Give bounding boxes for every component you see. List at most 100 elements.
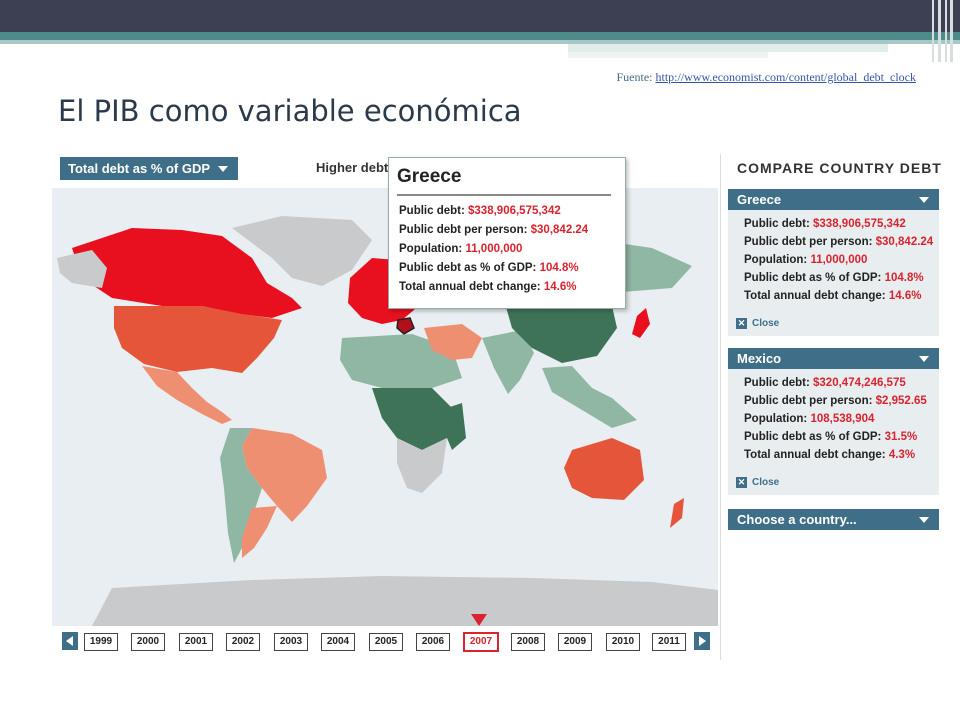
detail-value: 14.6% — [888, 290, 922, 302]
year-2010[interactable]: 2010 — [606, 633, 640, 651]
detail-row: Public debt per person: $2,952.65 — [744, 395, 927, 407]
detail-label: Total annual debt change: — [744, 449, 886, 461]
legend-higher-debt: Higher debt — [316, 160, 389, 175]
detail-label: Public debt per person: — [744, 395, 873, 407]
map-region-central-africa[interactable] — [372, 388, 452, 450]
detail-row: Public debt per person: $30,842.24 — [744, 236, 933, 248]
chevron-down-icon — [919, 356, 929, 362]
slide-stripe — [945, 0, 947, 62]
country-select-label: Mexico — [737, 351, 782, 366]
detail-row: Public debt as % of GDP: 104.8% — [744, 272, 924, 284]
detail-row: Total annual debt change: 14.6% — [744, 290, 921, 302]
tooltip-value: $338,906,575,342 — [468, 205, 561, 217]
arrow-left-icon — [66, 636, 73, 646]
detail-value: $30,842.24 — [875, 236, 934, 248]
year-2003[interactable]: 2003 — [274, 633, 308, 651]
year-2000[interactable]: 2000 — [131, 633, 165, 651]
map-region-southern-africa[interactable] — [397, 438, 447, 493]
detail-label: Total annual debt change: — [744, 290, 886, 302]
country-select-label: Greece — [737, 192, 782, 207]
year-2006[interactable]: 2006 — [416, 633, 450, 651]
map-region-new-zealand[interactable] — [670, 498, 684, 528]
detail-row: Public debt: $338,906,575,342 — [744, 218, 906, 230]
map-region-mexico[interactable] — [142, 366, 232, 424]
map-region-antarctica[interactable] — [92, 576, 718, 626]
tooltip-label: Population: — [399, 243, 463, 255]
year-1999[interactable]: 1999 — [84, 633, 118, 651]
detail-value: 11,000,000 — [810, 254, 868, 266]
detail-label: Population: — [744, 413, 808, 425]
country-select-mexico[interactable]: Mexico — [728, 348, 939, 369]
tooltip-row: Total annual debt change: 14.6% — [399, 281, 576, 293]
detail-value: 108,538,904 — [810, 413, 875, 425]
slide-accent-band-light — [0, 40, 960, 44]
year-2001[interactable]: 2001 — [179, 633, 213, 651]
detail-row: Public debt: $320,474,246,575 — [744, 377, 906, 389]
close-mexico-button[interactable]: ✕ Close — [736, 477, 779, 488]
tooltip-country-name: Greece — [397, 166, 462, 187]
tooltip-row: Public debt per person: $30,842.24 — [399, 224, 588, 236]
year-2008[interactable]: 2008 — [511, 633, 545, 651]
choose-country-label: Choose a country... — [737, 512, 857, 527]
close-greece-button[interactable]: ✕ Close — [736, 318, 779, 329]
timeline-next-button[interactable] — [694, 632, 710, 650]
country-select-greece[interactable]: Greece — [728, 189, 939, 210]
detail-value: $338,906,575,342 — [813, 218, 906, 230]
detail-value: 31.5% — [884, 431, 918, 443]
metric-dropdown[interactable]: Total debt as % of GDP — [60, 157, 238, 180]
map-region-brazil[interactable] — [242, 428, 327, 522]
timeline-prev-button[interactable] — [62, 632, 78, 650]
map-region-east-africa[interactable] — [447, 403, 466, 450]
detail-label: Population: — [744, 254, 808, 266]
tooltip-value: 14.6% — [543, 281, 577, 293]
year-2011[interactable]: 2011 — [652, 633, 686, 651]
detail-value: 4.3% — [888, 449, 916, 461]
tooltip-label: Total annual debt change: — [399, 281, 541, 293]
year-2009[interactable]: 2009 — [558, 633, 592, 651]
detail-label: Public debt: — [744, 218, 810, 230]
close-icon: ✕ — [736, 318, 747, 329]
year-2005[interactable]: 2005 — [369, 633, 403, 651]
slide-accent-line — [568, 44, 888, 52]
slide-stripe — [938, 0, 941, 62]
detail-value: 104.8% — [884, 272, 924, 284]
choose-country-dropdown[interactable]: Choose a country... — [728, 509, 939, 530]
country-tooltip: Greece Public debt: $338,906,575,342 Pub… — [388, 157, 626, 309]
detail-label: Public debt as % of GDP: — [744, 431, 882, 443]
map-region-argentina[interactable] — [242, 506, 277, 558]
year-2002[interactable]: 2002 — [226, 633, 260, 651]
country-details-greece: Public debt: $338,906,575,342 Public deb… — [728, 210, 939, 336]
map-region-japan[interactable] — [632, 308, 650, 338]
compare-panel-title: COMPARE COUNTRY DEBT — [737, 160, 942, 176]
map-region-canada[interactable] — [72, 228, 302, 318]
selected-year-marker-icon — [471, 614, 487, 626]
year-2007[interactable]: 2007 — [463, 632, 499, 652]
map-region-middle-east[interactable] — [424, 324, 482, 360]
metric-dropdown-label: Total debt as % of GDP — [68, 161, 211, 176]
tooltip-value: 11,000,000 — [465, 243, 523, 255]
country-details-mexico: Public debt: $320,474,246,575 Public deb… — [728, 369, 939, 495]
slide-accent-line — [568, 52, 768, 58]
slide-accent-band — [0, 32, 960, 40]
map-region-southeast-asia[interactable] — [542, 366, 637, 428]
map-region-greenland[interactable] — [232, 216, 372, 286]
detail-row: Population: 11,000,000 — [744, 254, 867, 266]
map-region-australia[interactable] — [564, 438, 644, 500]
detail-value: $320,474,246,575 — [813, 377, 906, 389]
chevron-down-icon — [919, 197, 929, 203]
close-label: Close — [752, 477, 780, 488]
map-region-greece[interactable] — [396, 317, 415, 335]
detail-value: $2,952.65 — [875, 395, 927, 407]
map-region-alaska[interactable] — [57, 250, 107, 288]
year-2004[interactable]: 2004 — [321, 633, 355, 651]
slide-stripe — [950, 0, 953, 62]
source-link[interactable]: http://www.economist.com/content/global_… — [655, 70, 916, 84]
detail-label: Public debt per person: — [744, 236, 873, 248]
slide-title: El PIB como variable económica — [58, 94, 522, 128]
close-icon: ✕ — [736, 477, 747, 488]
map-region-india[interactable] — [482, 330, 534, 394]
map-region-usa[interactable] — [114, 306, 282, 373]
tooltip-row: Public debt as % of GDP: 104.8% — [399, 262, 579, 274]
map-region-china[interactable] — [504, 296, 617, 363]
map-region-south-america-west[interactable] — [220, 428, 262, 563]
